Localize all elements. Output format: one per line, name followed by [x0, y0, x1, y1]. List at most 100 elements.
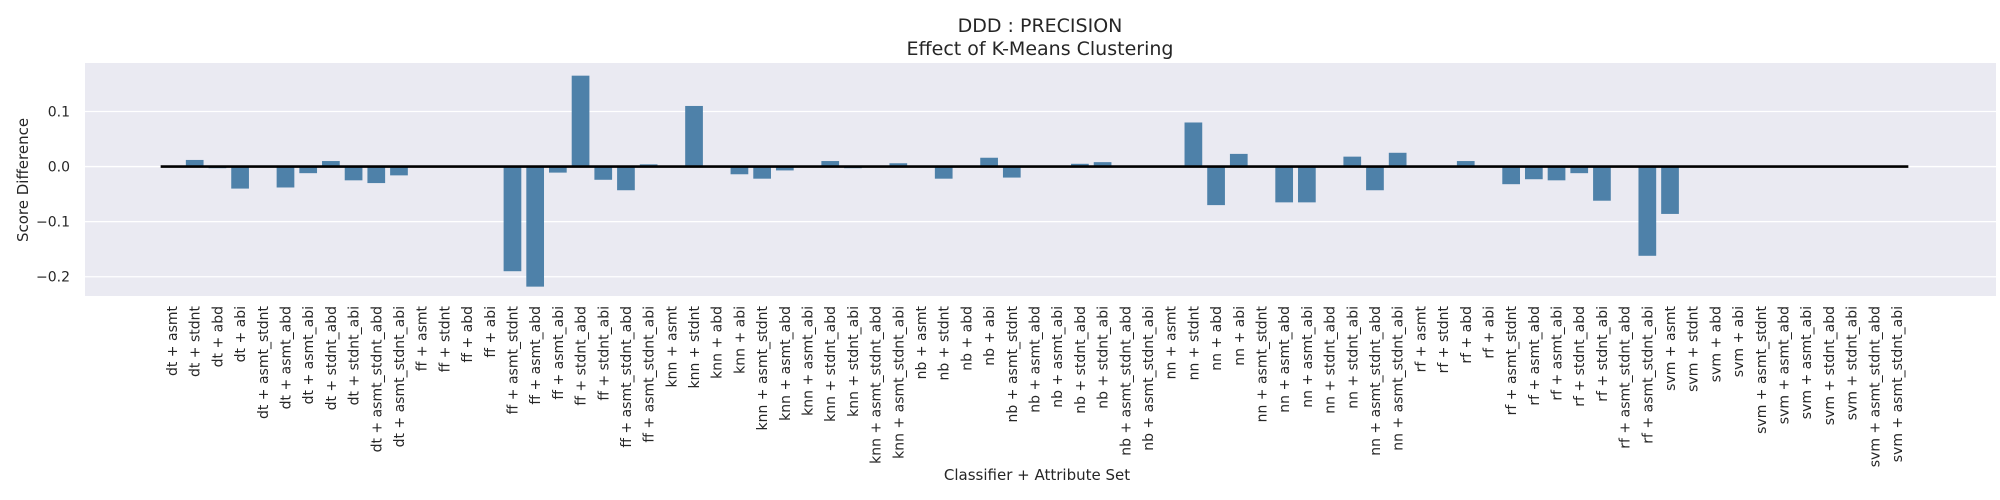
bar — [1524, 166, 1543, 180]
bar — [276, 166, 295, 188]
x-tick-label: knn + abi — [732, 306, 748, 374]
x-tick-label: svm + asmt_stdnt_abi — [1890, 306, 1906, 462]
bar — [980, 157, 998, 167]
bars — [185, 75, 1679, 287]
x-axis-label: Classifier + Attribute Set — [944, 466, 1130, 484]
x-tick-label: nn + stdnt — [1186, 306, 1202, 381]
x-tick-label: svm + asmt_stdnt — [1754, 306, 1770, 434]
x-tick-label: ff + asmt — [415, 305, 431, 371]
bar — [571, 75, 590, 167]
x-tick-label: knn + stdnt_abd — [823, 306, 839, 422]
bar — [1661, 166, 1679, 214]
bar — [1184, 122, 1203, 167]
x-tick-label: svm + stdnt — [1686, 306, 1702, 392]
x-tick-label: nb + asmt — [914, 305, 930, 379]
bar — [1366, 166, 1384, 191]
x-tick-label: knn + asmt_stdnt — [755, 306, 771, 431]
x-tick-label: ff + asmt_stdnt_abi — [642, 306, 658, 443]
x-tick-label: ff + asmt_abi — [551, 306, 567, 400]
x-tick-label: knn + stdnt — [687, 306, 703, 389]
x-tick-label: nn + abd — [1209, 306, 1225, 371]
x-tick-label: nb + asmt_stdnt_abi — [1141, 306, 1157, 451]
x-tick-label: rf + asmt — [1413, 306, 1429, 373]
bar — [1570, 166, 1589, 174]
x-tick-label: nb + abi — [982, 306, 998, 366]
bar — [1502, 166, 1520, 185]
x-tick-label: dt + stdnt_abd — [324, 306, 340, 410]
bar — [390, 166, 408, 176]
x-tick-label: rf + abd — [1459, 306, 1475, 364]
x-tick-label: ff + asmt_abd — [528, 306, 544, 405]
x-tick-label: nb + asmt_stdnt — [1005, 306, 1021, 423]
x-tick-label: knn + abd — [710, 306, 726, 379]
bar — [1093, 162, 1112, 167]
bar — [753, 166, 771, 179]
bar — [1207, 166, 1225, 206]
x-tick-label: dt + stdnt — [188, 305, 204, 377]
x-tick-label: svm + abd — [1708, 306, 1724, 382]
bar — [934, 166, 953, 179]
x-tick-label: knn + asmt_abi — [801, 306, 817, 416]
x-tick-label: nb + asmt_abi — [1050, 306, 1066, 408]
bar — [322, 161, 340, 167]
x-tick-label: rf + asmt_stdnt_abi — [1640, 306, 1656, 444]
bar — [503, 166, 522, 272]
x-tick-label: dt + asmt_stdnt_abd — [369, 306, 385, 452]
bar — [1071, 163, 1089, 167]
x-tick-label: rf + asmt_abd — [1527, 306, 1543, 406]
x-tick-label: nb + stdnt_abi — [1096, 306, 1112, 409]
x-tick-label: nn + stdnt_abi — [1345, 306, 1361, 409]
x-tick-label: svm + stdnt_abi — [1845, 306, 1861, 420]
bar — [1002, 166, 1021, 178]
bar — [821, 161, 840, 167]
bar — [685, 105, 703, 167]
bar — [617, 166, 635, 191]
x-tick-label: nn + asmt — [1164, 306, 1180, 380]
x-tick-label: nn + asmt_stdnt — [1254, 306, 1270, 423]
y-axis-ticks: −0.2 −0.1 0.0 0.1 — [36, 104, 70, 285]
bar — [185, 159, 204, 167]
x-tick-label: nn + asmt_stdnt_abd — [1368, 306, 1384, 456]
x-tick-label: ff + asmt_stdnt_abd — [619, 306, 635, 448]
y-tick-label: −0.2 — [36, 270, 70, 286]
x-tick-label: nb + abd — [959, 306, 975, 371]
x-tick-label: svm + asmt_stdnt_abd — [1867, 306, 1883, 467]
bar — [299, 166, 318, 174]
bar — [1298, 166, 1316, 203]
bar — [367, 166, 386, 184]
y-tick-label: 0.1 — [48, 104, 70, 120]
bar — [231, 166, 249, 189]
x-tick-label: nn + stdnt_abd — [1323, 306, 1339, 414]
bar — [1229, 153, 1248, 167]
x-tick-label: knn + asmt — [664, 305, 680, 387]
x-tick-label: nn + asmt_abd — [1277, 306, 1293, 413]
x-tick-label: dt + asmt_abi — [301, 306, 317, 404]
bar — [1456, 161, 1475, 167]
x-tick-label: rf + asmt_stdnt_abd — [1618, 306, 1634, 449]
x-tick-label: ff + asmt_stdnt — [505, 305, 521, 414]
y-tick-label: −0.1 — [36, 215, 70, 231]
chart-title: DDD : PRECISION — [958, 15, 1123, 37]
bar — [1593, 166, 1611, 201]
x-tick-label: nb + stdnt — [937, 306, 953, 381]
x-tick-label: dt + abi — [233, 306, 249, 362]
x-tick-label: ff + stdnt_abd — [574, 306, 590, 406]
x-tick-label: nb + stdnt_abd — [1073, 306, 1089, 414]
x-tick-label: svm + stdnt_abd — [1822, 306, 1838, 425]
bar — [730, 166, 749, 175]
chart-subtitle: Effect of K-Means Clustering — [907, 38, 1174, 60]
bar — [344, 166, 363, 181]
bar — [594, 166, 613, 180]
bar — [1343, 156, 1362, 167]
y-tick-label: 0.0 — [48, 160, 70, 176]
x-tick-label: dt + asmt_stdnt_abi — [392, 306, 408, 447]
x-tick-label: knn + asmt_abd — [778, 306, 794, 421]
x-tick-label: knn + asmt_stdnt_abd — [869, 306, 885, 464]
bar — [889, 163, 908, 167]
x-tick-label: rf + stdnt — [1436, 306, 1452, 374]
bar — [775, 166, 794, 171]
bar — [549, 166, 567, 173]
x-tick-label: rf + stdnt_abd — [1572, 306, 1588, 407]
bar — [1547, 166, 1566, 181]
x-tick-label: nn + asmt_abi — [1300, 306, 1316, 408]
